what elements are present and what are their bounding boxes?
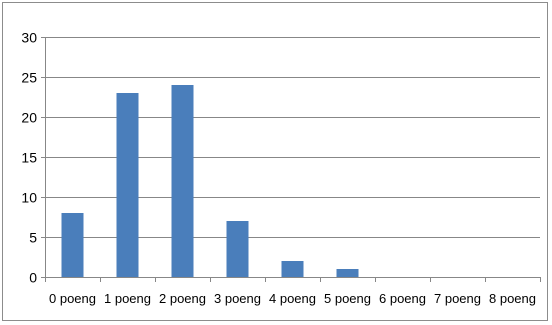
x-category-label: 2 poeng [159, 291, 206, 306]
bar-3-poeng [226, 221, 249, 277]
bars [61, 85, 359, 277]
bar-2-poeng [171, 85, 194, 277]
x-category-label: 4 poeng [269, 291, 316, 306]
y-tick-label: 30 [21, 30, 37, 46]
y-axis-tick-labels: 0 5 10 15 20 25 30 [21, 30, 37, 286]
x-category-label: 3 poeng [214, 291, 261, 306]
y-tick-label: 25 [21, 70, 37, 86]
bar-1-poeng [116, 93, 139, 277]
x-category-label: 7 poeng [434, 291, 481, 306]
x-category-label: 0 poeng [49, 291, 96, 306]
bar-4-poeng [281, 261, 304, 277]
x-category-label: 5 poeng [324, 291, 371, 306]
y-tick-label: 10 [21, 190, 37, 206]
x-axis-category-labels: 0 poeng 1 poeng 2 poeng 3 poeng 4 poeng 5 poe… [49, 291, 536, 306]
y-tick-label: 5 [29, 230, 37, 246]
y-tick-label: 20 [21, 110, 37, 126]
x-category-label: 8 poeng [489, 291, 536, 306]
bar-5-poeng [336, 269, 359, 277]
x-category-label: 6 poeng [379, 291, 426, 306]
x-category-label: 1 poeng [104, 291, 151, 306]
y-tick-label: 15 [21, 150, 37, 166]
axes [41, 37, 541, 282]
bar-0-poeng [61, 213, 84, 277]
chart-area [2, 2, 548, 321]
y-tick-label: 0 [29, 270, 37, 286]
